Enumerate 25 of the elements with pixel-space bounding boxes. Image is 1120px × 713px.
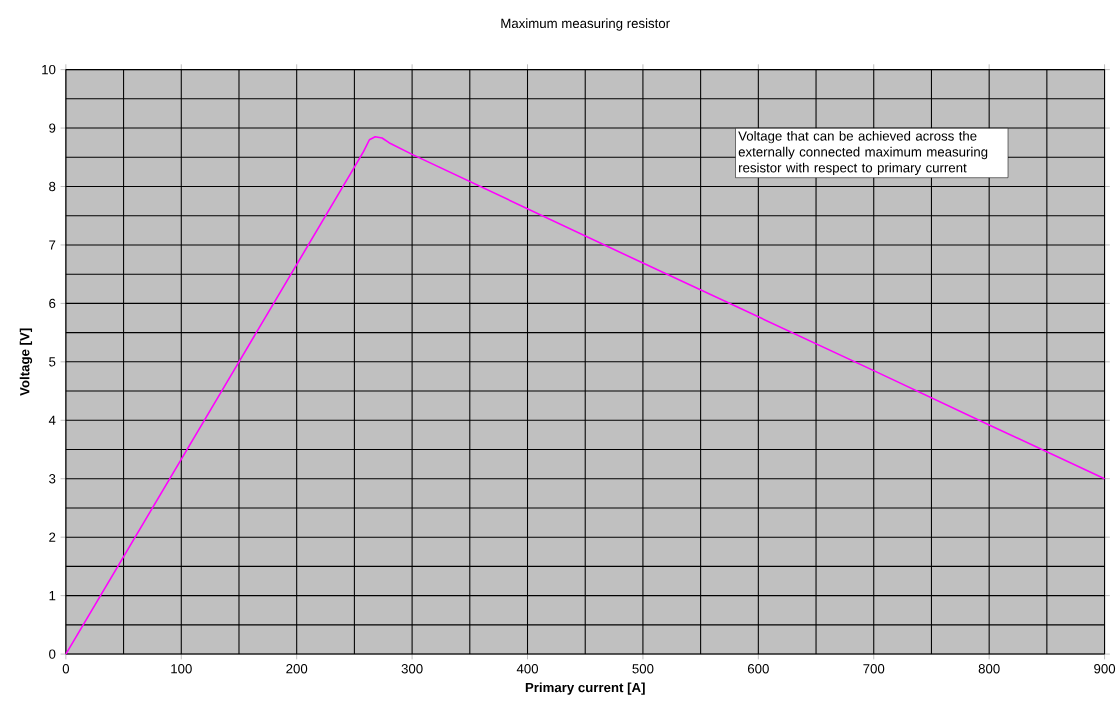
y-tick-label: 10: [42, 65, 56, 75]
x-tick-label: 100: [171, 664, 192, 674]
y-axis-title: Voltage [V]: [19, 328, 33, 396]
y-tick-label: 5: [49, 357, 56, 367]
y-tick-label: 8: [49, 181, 56, 192]
x-tick-label: 600: [747, 664, 769, 674]
y-tick-label: 2: [49, 532, 56, 542]
annotation: Voltage that can be achieved across the externally connected maximum measuring resistor with respect to primary current: [738, 131, 988, 176]
x-tick-label: 700: [863, 664, 885, 674]
x-tick-label: 300: [401, 664, 423, 674]
chart-title: Maximum measuring resistor: [501, 18, 670, 31]
y-tick-label: 0: [49, 649, 56, 659]
x-tick-label: 900: [1094, 664, 1116, 674]
y-tick-label: 9: [49, 123, 56, 133]
x-tick-label: 500: [632, 664, 654, 674]
x-tick-label: 800: [978, 664, 1000, 674]
x-tick-label: 400: [516, 664, 539, 674]
y-tick-label: 4: [48, 415, 56, 425]
y-tick-label: 1: [49, 591, 56, 601]
x-tick-label: 200: [286, 664, 308, 674]
y-tick-label: 3: [49, 474, 56, 484]
y-tick-label: 6: [49, 298, 56, 309]
x-axis-title: Primary current [A]: [525, 682, 645, 695]
y-tick-label: 7: [49, 240, 56, 250]
x-tick-label: 0: [62, 664, 70, 674]
